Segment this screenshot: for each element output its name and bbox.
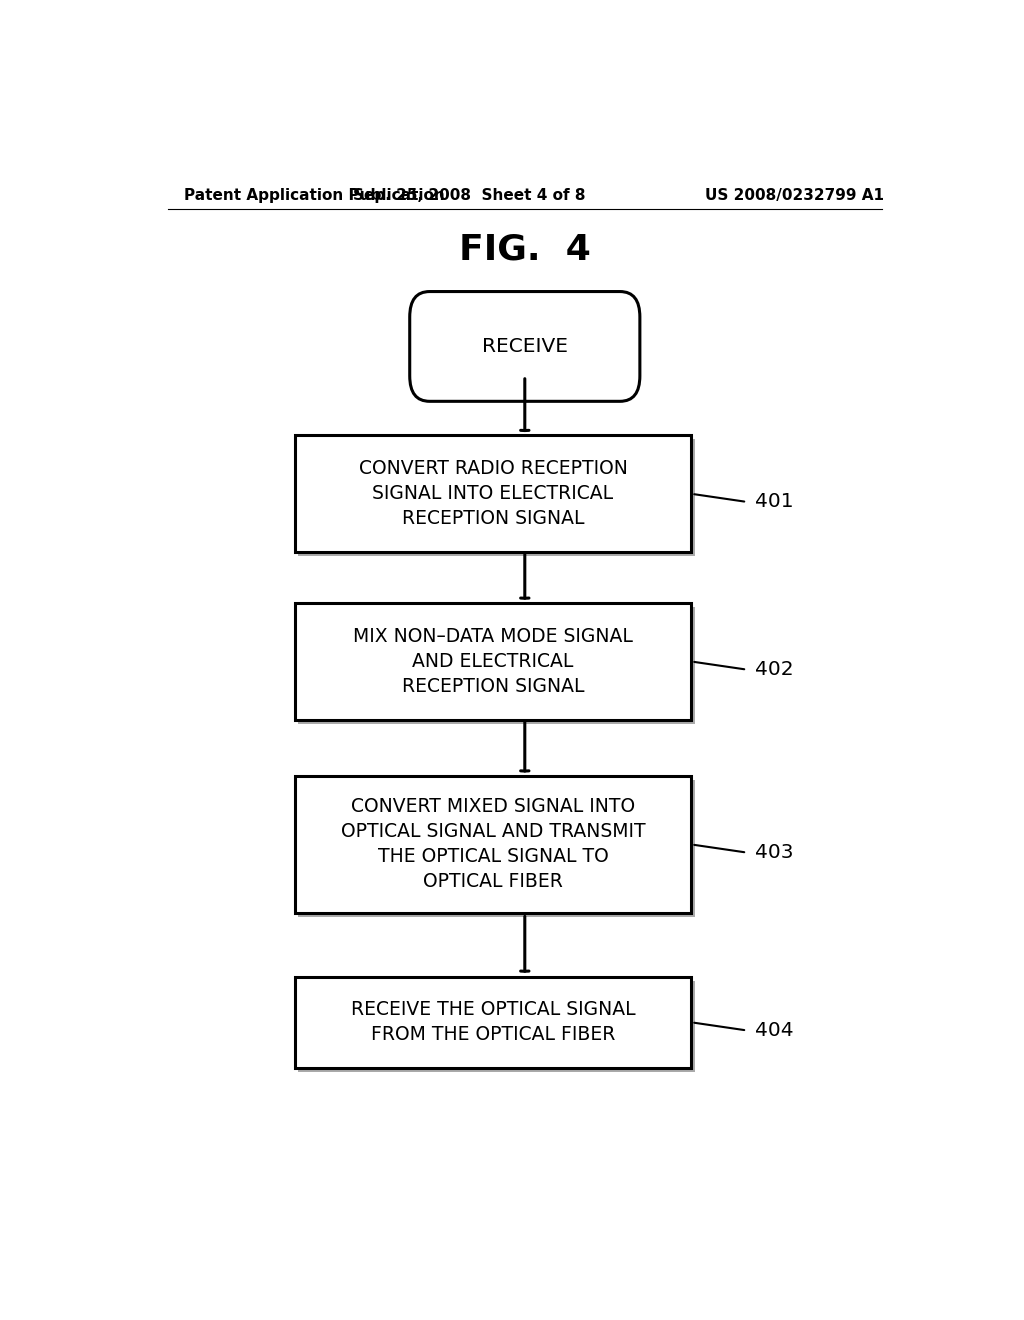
Text: Patent Application Publication: Patent Application Publication [183, 187, 444, 203]
Text: Sep. 25, 2008  Sheet 4 of 8: Sep. 25, 2008 Sheet 4 of 8 [353, 187, 586, 203]
Text: FIG.  4: FIG. 4 [459, 232, 591, 267]
Bar [298, 780, 694, 917]
Text: 404: 404 [755, 1020, 794, 1040]
Bar [298, 981, 694, 1072]
Bar [295, 776, 691, 913]
Text: MIX NON–DATA MODE SIGNAL
AND ELECTRICAL
RECEPTION SIGNAL: MIX NON–DATA MODE SIGNAL AND ELECTRICAL … [353, 627, 633, 696]
Text: US 2008/0232799 A1: US 2008/0232799 A1 [706, 187, 884, 203]
Text: 402: 402 [755, 660, 794, 680]
FancyBboxPatch shape [410, 292, 640, 401]
Bar [298, 607, 694, 725]
Bar [295, 603, 691, 719]
Text: CONVERT RADIO RECEPTION
SIGNAL INTO ELECTRICAL
RECEPTION SIGNAL: CONVERT RADIO RECEPTION SIGNAL INTO ELEC… [358, 459, 628, 528]
Bar [298, 440, 694, 556]
Text: CONVERT MIXED SIGNAL INTO
OPTICAL SIGNAL AND TRANSMIT
THE OPTICAL SIGNAL TO
OPTI: CONVERT MIXED SIGNAL INTO OPTICAL SIGNAL… [341, 797, 645, 891]
Text: RECEIVE: RECEIVE [482, 337, 567, 356]
Text: RECEIVE THE OPTICAL SIGNAL
FROM THE OPTICAL FIBER: RECEIVE THE OPTICAL SIGNAL FROM THE OPTI… [351, 1001, 635, 1044]
Text: 401: 401 [755, 492, 794, 511]
Bar [295, 436, 691, 552]
Bar [295, 977, 691, 1068]
Text: 403: 403 [755, 843, 794, 862]
